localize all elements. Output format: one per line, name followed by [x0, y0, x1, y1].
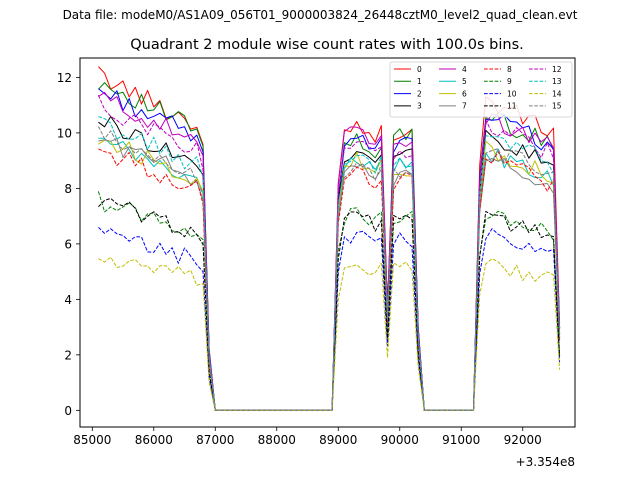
y-tick-label: 10: [57, 126, 72, 140]
series-line-15: [97, 126, 561, 411]
y-tick-label: 2: [64, 348, 72, 362]
x-tick-label: 87000: [196, 433, 234, 447]
x-tick-label: 92000: [504, 433, 542, 447]
y-tick-label: 12: [57, 71, 72, 85]
x-tick-label: 86000: [135, 433, 173, 447]
legend-label-10: 10: [507, 89, 517, 98]
legend-label-3: 3: [417, 102, 422, 111]
legend-label-13: 13: [552, 77, 562, 86]
x-tick-label: 89000: [319, 433, 357, 447]
x-tick-label: 90000: [381, 433, 419, 447]
x-tick-label: 91000: [442, 433, 480, 447]
chart-title: Quadrant 2 module wise count rates with …: [130, 37, 524, 53]
series-line-8: [98, 148, 561, 411]
axes-layer: 85000 86000 87000 88000 89000 90000 91000 92000…: [57, 71, 542, 447]
x-tick-label: 85000: [73, 433, 111, 447]
legend-label-12: 12: [552, 65, 562, 74]
legend-label-2: 2: [417, 89, 422, 98]
legend-label-7: 7: [462, 102, 467, 111]
legend-box: [389, 61, 573, 118]
y-tick-label: 6: [64, 237, 72, 251]
legend-label-5: 5: [462, 77, 467, 86]
legend-label-4: 4: [462, 65, 467, 74]
legend-label-6: 6: [462, 89, 467, 98]
legend-label-11: 11: [507, 102, 517, 111]
y-tick-label: 0: [64, 404, 72, 418]
y-tick-label: 8: [64, 182, 72, 196]
legend-label-0: 0: [417, 65, 422, 74]
legend-label-9: 9: [507, 77, 512, 86]
x-offset-label: +3.354e8: [516, 455, 575, 469]
legend-label-15: 15: [552, 102, 562, 111]
data-file-label: Data file: modeM0/AS1A09_056T01_90000038…: [63, 8, 578, 22]
series-line-14: [98, 256, 561, 411]
legend-label-14: 14: [552, 89, 562, 98]
legend-label-8: 8: [507, 65, 512, 74]
legend-label-1: 1: [417, 77, 422, 86]
series-layer: [97, 66, 561, 411]
y-tick-label: 4: [64, 293, 72, 307]
plot-frame: [79, 57, 576, 428]
x-tick-label: 88000: [258, 433, 296, 447]
